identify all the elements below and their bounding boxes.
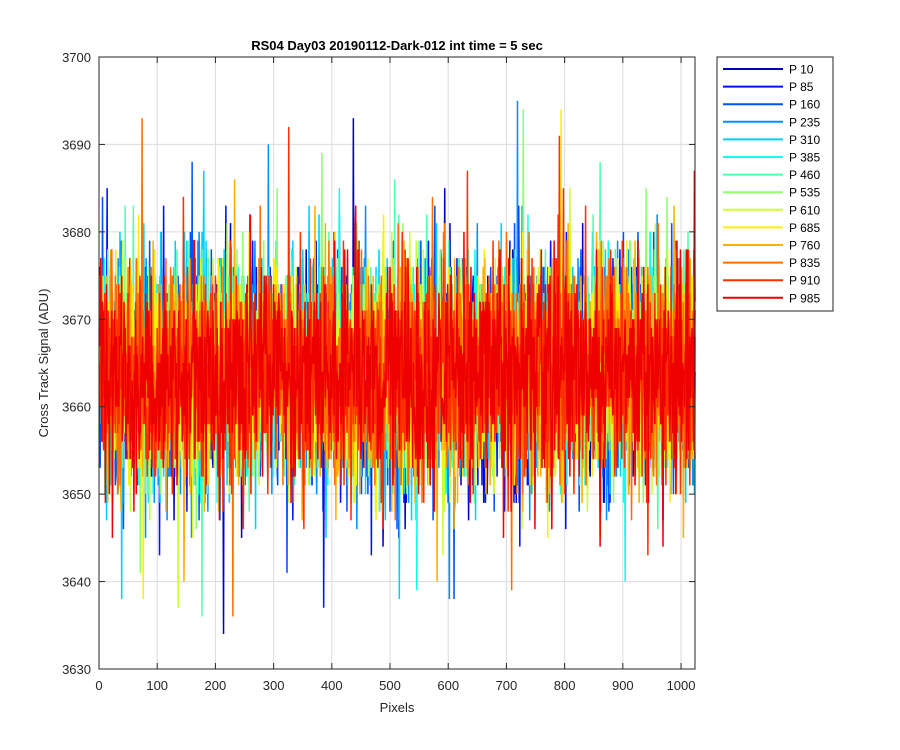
legend-label: P 910 xyxy=(789,274,820,288)
legend-label: P 235 xyxy=(789,115,820,129)
x-tick-label: 1000 xyxy=(667,678,696,693)
x-tick-label: 800 xyxy=(554,678,576,693)
legend-label: P 685 xyxy=(789,221,820,235)
ticks xyxy=(98,56,695,670)
series-layer xyxy=(98,100,696,635)
series-line-p985 xyxy=(99,170,696,547)
x-tick-label: 900 xyxy=(612,678,634,693)
legend-label: P 760 xyxy=(789,239,820,253)
legend: P 10 P 85 P 160 P 235 P 310 P 385 P 460 P 535 P … xyxy=(716,56,834,312)
y-tick-label: 3630 xyxy=(62,662,91,677)
legend-label: P 985 xyxy=(789,291,820,305)
legend-box xyxy=(716,56,834,312)
x-axis-label: Pixels xyxy=(380,700,415,715)
x-tick-label: 100 xyxy=(146,678,168,693)
chart-title: RS04 Day03 20190112-Dark-012 int time = … xyxy=(251,38,543,53)
x-tick-label: 500 xyxy=(379,678,401,693)
legend-label: P 385 xyxy=(789,151,820,165)
legend-label: P 535 xyxy=(789,186,820,200)
x-tick-label: 400 xyxy=(321,678,343,693)
x-tick-label: 200 xyxy=(205,678,227,693)
y-tick-label: 3690 xyxy=(62,137,91,152)
legend-label: P 85 xyxy=(789,80,814,94)
tick-labels: 0 100 200 300 400 500 600 700 800 900 1000 3630 3640… xyxy=(62,50,695,693)
legend-label: P 160 xyxy=(789,98,820,112)
y-tick-label: 3640 xyxy=(62,575,91,590)
plot-frame xyxy=(98,56,696,670)
y-tick-label: 3700 xyxy=(62,50,91,65)
y-tick-label: 3650 xyxy=(62,487,91,502)
legend-label: P 310 xyxy=(789,133,820,147)
legend-label: P 610 xyxy=(789,203,820,217)
x-tick-label: 600 xyxy=(437,678,459,693)
y-tick-label: 3670 xyxy=(62,312,91,327)
y-axis-label: Cross Track Signal (ADU) xyxy=(36,289,51,438)
legend-label: P 835 xyxy=(789,256,820,270)
x-tick-label: 0 xyxy=(95,678,102,693)
x-tick-label: 700 xyxy=(496,678,518,693)
y-tick-label: 3680 xyxy=(62,225,91,240)
y-tick-label: 3660 xyxy=(62,400,91,415)
legend-label: P 10 xyxy=(789,63,814,77)
x-tick-label: 300 xyxy=(263,678,285,693)
legend-label: P 460 xyxy=(789,168,820,182)
